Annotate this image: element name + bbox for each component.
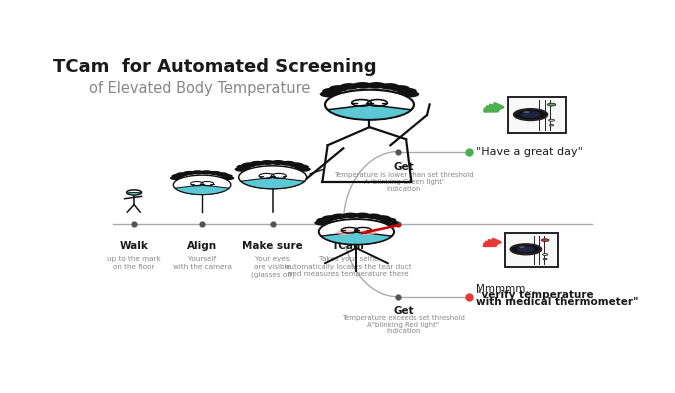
- Ellipse shape: [173, 175, 231, 195]
- Ellipse shape: [390, 85, 410, 92]
- Text: Yourself
with the camera: Yourself with the camera: [173, 256, 232, 270]
- Ellipse shape: [289, 162, 304, 167]
- FancyBboxPatch shape: [505, 233, 558, 267]
- Ellipse shape: [398, 88, 417, 94]
- Ellipse shape: [340, 83, 359, 90]
- Ellipse shape: [510, 244, 541, 255]
- Text: Indication: Indication: [386, 328, 421, 334]
- Ellipse shape: [380, 217, 396, 223]
- Ellipse shape: [176, 172, 188, 176]
- Ellipse shape: [319, 219, 394, 244]
- Ellipse shape: [221, 176, 234, 180]
- Ellipse shape: [337, 230, 354, 235]
- Ellipse shape: [236, 164, 251, 169]
- Text: A"blinking Red light": A"blinking Red light": [367, 321, 439, 328]
- Ellipse shape: [239, 166, 306, 189]
- Ellipse shape: [260, 160, 275, 165]
- Ellipse shape: [191, 170, 204, 174]
- Ellipse shape: [281, 161, 296, 166]
- Text: Mmmmm...: Mmmmm...: [476, 284, 535, 294]
- Ellipse shape: [242, 162, 256, 167]
- Ellipse shape: [171, 174, 184, 178]
- Ellipse shape: [519, 246, 524, 248]
- Ellipse shape: [354, 213, 371, 218]
- Ellipse shape: [359, 230, 376, 235]
- Ellipse shape: [353, 82, 373, 88]
- Ellipse shape: [209, 171, 221, 175]
- Ellipse shape: [367, 82, 386, 88]
- Ellipse shape: [325, 90, 414, 119]
- Ellipse shape: [296, 167, 310, 172]
- Ellipse shape: [170, 176, 182, 180]
- Ellipse shape: [317, 217, 333, 223]
- Ellipse shape: [331, 213, 348, 219]
- Text: "verify temperature: "verify temperature: [476, 290, 593, 300]
- Text: up to the mark
on the floor: up to the mark on the floor: [107, 256, 161, 270]
- Ellipse shape: [514, 109, 547, 120]
- Ellipse shape: [520, 111, 541, 118]
- Text: Make sure: Make sure: [242, 241, 303, 251]
- Text: Walk: Walk: [119, 241, 148, 251]
- Ellipse shape: [549, 119, 554, 121]
- Ellipse shape: [215, 172, 228, 176]
- Ellipse shape: [395, 224, 401, 226]
- Ellipse shape: [322, 88, 342, 94]
- Ellipse shape: [549, 125, 553, 126]
- Ellipse shape: [250, 161, 265, 166]
- Ellipse shape: [294, 164, 309, 169]
- Ellipse shape: [183, 171, 196, 175]
- Ellipse shape: [400, 91, 419, 97]
- Ellipse shape: [342, 213, 359, 218]
- Text: with medical thermometer": with medical thermometer": [476, 297, 638, 307]
- Ellipse shape: [516, 246, 535, 252]
- Ellipse shape: [271, 160, 286, 165]
- Text: A 'blinking Green light': A 'blinking Green light': [364, 179, 443, 185]
- Ellipse shape: [200, 170, 213, 174]
- Ellipse shape: [235, 167, 250, 172]
- Text: Indication: Indication: [386, 186, 421, 192]
- Ellipse shape: [220, 174, 233, 178]
- Text: of Elevated Body Temperature: of Elevated Body Temperature: [89, 81, 310, 95]
- Ellipse shape: [543, 259, 547, 260]
- Text: TCam: TCam: [332, 241, 365, 251]
- Text: Your eyes
are visible
(glasses off): Your eyes are visible (glasses off): [250, 256, 295, 278]
- Ellipse shape: [322, 215, 339, 221]
- Ellipse shape: [543, 253, 548, 255]
- Text: Align: Align: [187, 241, 217, 251]
- PathPatch shape: [241, 177, 304, 189]
- PathPatch shape: [175, 185, 229, 195]
- Ellipse shape: [523, 111, 529, 113]
- PathPatch shape: [327, 105, 411, 119]
- Ellipse shape: [329, 85, 348, 92]
- Text: Takes your selfie
automatically locates the tear duct
and measures temperature t: Takes your selfie automatically locates …: [285, 256, 412, 277]
- Ellipse shape: [374, 215, 391, 221]
- Ellipse shape: [541, 239, 549, 241]
- Text: Get: Get: [393, 162, 414, 172]
- Text: Temperature is lower than set threshold: Temperature is lower than set threshold: [333, 172, 473, 178]
- Ellipse shape: [382, 220, 398, 226]
- Text: Temperature exceeds set threshold: Temperature exceeds set threshold: [342, 315, 465, 321]
- FancyBboxPatch shape: [508, 97, 566, 133]
- Ellipse shape: [380, 83, 400, 90]
- PathPatch shape: [321, 232, 392, 244]
- PathPatch shape: [127, 193, 141, 195]
- Ellipse shape: [127, 190, 142, 195]
- Text: TCam  for Automated Screening: TCam for Automated Screening: [53, 58, 377, 76]
- Ellipse shape: [320, 91, 340, 97]
- Ellipse shape: [547, 103, 556, 106]
- Ellipse shape: [315, 220, 331, 226]
- Text: "Have a great day": "Have a great day": [476, 147, 583, 156]
- Ellipse shape: [365, 213, 381, 219]
- Text: Get: Get: [393, 307, 414, 316]
